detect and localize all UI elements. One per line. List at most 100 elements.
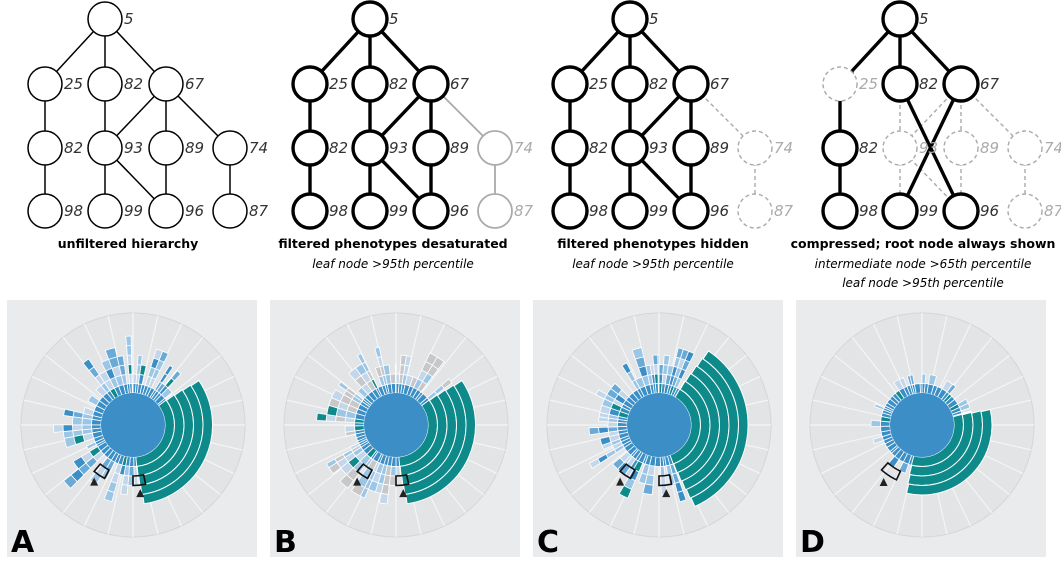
node-label: 96 — [980, 202, 999, 220]
hierarchy-node — [212, 193, 248, 229]
arrowhead-marker — [399, 489, 408, 498]
sunburst-segment — [390, 383, 397, 394]
sunburst-segment — [440, 378, 453, 390]
sunburst-segment — [663, 354, 671, 366]
hierarchy-node — [672, 65, 710, 103]
node-label: 5 — [649, 10, 659, 28]
arrowhead-marker — [353, 477, 362, 486]
hierarchy-node — [821, 129, 859, 167]
hierarchy-node — [87, 66, 123, 102]
node-label: 67 — [185, 75, 205, 93]
sunburst-segment — [684, 350, 695, 363]
hierarchy-node — [1007, 193, 1043, 229]
sunburst-segment — [82, 358, 95, 372]
arrowhead-marker — [879, 477, 888, 486]
node-label: 82 — [589, 139, 608, 157]
node-label: 99 — [124, 202, 143, 220]
sunburst-segment — [657, 373, 660, 384]
node-label: 82 — [859, 139, 878, 157]
hierarchy-node — [477, 193, 513, 229]
node-label: 82 — [919, 75, 938, 93]
sunburst-segment — [120, 484, 129, 496]
hierarchy-node — [291, 192, 329, 230]
hierarchy-caption: compressed; root node always shown — [791, 236, 1056, 251]
sunburst-segment — [652, 354, 659, 366]
node-label: 5 — [389, 10, 399, 28]
node-label: 93 — [389, 139, 408, 157]
node-label: 25 — [859, 75, 878, 93]
highlight-bracket — [395, 473, 410, 487]
node-label: 98 — [589, 202, 608, 220]
node-label: 82 — [329, 139, 348, 157]
node-label: 74 — [1044, 139, 1061, 157]
hierarchy-node — [672, 129, 710, 167]
sunburst-segment — [638, 472, 648, 485]
sunburst-segment — [81, 424, 93, 431]
sunburst-segment — [72, 455, 87, 470]
hierarchy-subcaption: leaf node >95th percentile — [842, 276, 1004, 290]
hierarchy-subcaption: leaf node >95th percentile — [572, 257, 734, 271]
hierarchy-hidden: 5 25 82 67 82 93 89 74 98 99 96 87 filtered phenoty… — [551, 0, 794, 271]
node-label: 74 — [514, 139, 533, 157]
hierarchy-node — [551, 129, 589, 167]
sunburst-center — [890, 393, 954, 457]
sunburst-segment — [921, 373, 927, 385]
arrowhead-marker — [616, 477, 625, 486]
sunburst-segment — [91, 424, 102, 430]
sunburst-center — [627, 393, 691, 457]
node-label: 74 — [774, 139, 793, 157]
hierarchy-node — [477, 130, 513, 166]
node-label: 87 — [774, 202, 794, 220]
hierarchy-node — [1007, 130, 1043, 166]
hierarchy-node — [27, 66, 63, 102]
arrowhead-marker — [90, 477, 99, 486]
sunburst-segment — [133, 475, 139, 486]
node-label: 96 — [450, 202, 469, 220]
node-label: 25 — [329, 75, 348, 93]
sunburst-segment — [378, 492, 389, 505]
arrowhead-marker — [136, 489, 145, 498]
node-label: 67 — [450, 75, 470, 93]
sunburst-segment — [139, 364, 147, 376]
node-label: 82 — [389, 75, 408, 93]
highlight-bracket — [355, 462, 374, 480]
highlight-bracket — [658, 473, 673, 487]
sunburst-panel-d: D — [796, 300, 1046, 560]
node-label: 87 — [249, 202, 269, 220]
sunburst-segment — [660, 475, 667, 486]
hierarchy-node — [148, 66, 184, 102]
node-label: 67 — [710, 75, 730, 93]
hierarchy-node — [882, 130, 918, 166]
hierarchy-caption: filtered phenotypes hidden — [557, 236, 749, 251]
hierarchy-node — [27, 193, 63, 229]
sunburst-segment — [131, 373, 134, 384]
node-label: 67 — [980, 75, 1000, 93]
hierarchy-node — [737, 193, 773, 229]
node-label: 96 — [185, 202, 204, 220]
panel-letter: B — [274, 525, 297, 560]
sunburst-segment — [631, 346, 645, 360]
sunburst-segment — [598, 426, 609, 434]
node-label: 89 — [980, 139, 999, 157]
sunburst-segment — [905, 408, 993, 496]
hierarchy-node — [148, 130, 184, 166]
sunburst-segment — [621, 362, 632, 375]
hierarchy-edge — [898, 83, 963, 212]
hierarchy-node — [881, 0, 919, 38]
hierarchy-node — [351, 192, 389, 230]
sunburst-segment — [325, 458, 338, 469]
hierarchy-node — [611, 0, 649, 38]
sunburst-center — [364, 393, 428, 457]
sunburst-segment — [126, 354, 133, 366]
sunburst-segment — [170, 370, 182, 382]
hierarchy-node — [412, 65, 450, 103]
sunburst-segment — [588, 458, 601, 469]
highlight-bracket — [618, 462, 637, 480]
sunburst-segment — [660, 465, 666, 477]
sunburst-panel-b: B — [270, 300, 520, 560]
hierarchy-desaturated: 5 25 82 67 82 93 89 74 98 99 96 87 filtered phenoty… — [278, 0, 534, 271]
sunburst-segment — [676, 490, 687, 503]
node-label: 89 — [710, 139, 729, 157]
sunburst-segment — [158, 350, 169, 363]
